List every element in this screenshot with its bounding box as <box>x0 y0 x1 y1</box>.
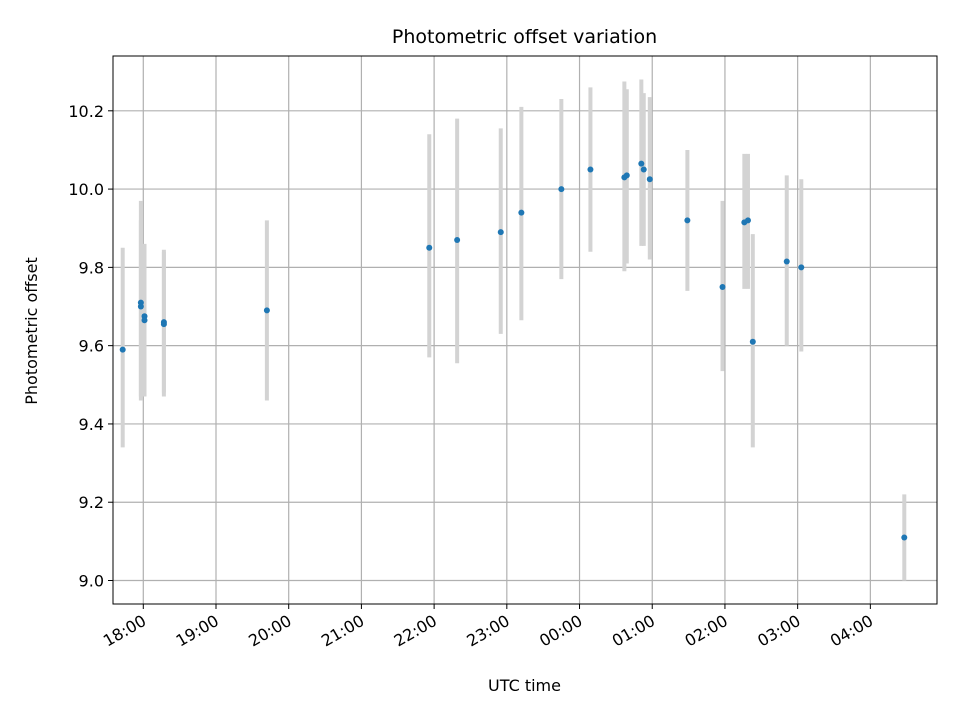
data-point <box>646 176 653 183</box>
data-point <box>587 166 594 173</box>
data-point <box>119 346 126 353</box>
data-point <box>744 217 751 224</box>
y-tick-label: 10.2 <box>68 102 104 121</box>
grid <box>113 56 937 604</box>
data-point <box>719 283 726 290</box>
y-tick-label: 9.4 <box>79 415 104 434</box>
data-point <box>558 186 565 193</box>
data-point <box>518 209 525 216</box>
data-point <box>454 236 461 243</box>
data-point <box>497 229 504 236</box>
data-point <box>263 307 270 314</box>
y-tick-label: 9.0 <box>79 572 104 591</box>
y-tick-label: 9.8 <box>79 258 104 277</box>
y-axis-ticks: 9.0 9.2 9.4 9.6 9.8 10.0 10.2 <box>68 102 113 591</box>
data-point <box>160 321 167 328</box>
data-point <box>684 217 691 224</box>
data-point <box>798 264 805 271</box>
data-point <box>137 303 144 310</box>
data-point <box>640 166 647 173</box>
y-tick-label: 9.2 <box>79 493 104 512</box>
data-point <box>426 244 433 251</box>
chart-title: Photometric offset variation <box>392 26 657 48</box>
y-tick-label: 9.6 <box>79 337 104 356</box>
data-point <box>783 258 790 265</box>
plot-frame <box>112 55 938 605</box>
data-point <box>141 317 148 324</box>
data-point <box>901 534 908 541</box>
y-tick-label: 10.0 <box>68 180 104 199</box>
data-point <box>623 172 630 179</box>
data-point <box>638 160 645 167</box>
y-axis-label: Photometric offset <box>22 257 41 405</box>
x-axis-label: UTC time <box>488 676 561 695</box>
data-point <box>749 338 756 345</box>
data-points <box>119 160 908 541</box>
